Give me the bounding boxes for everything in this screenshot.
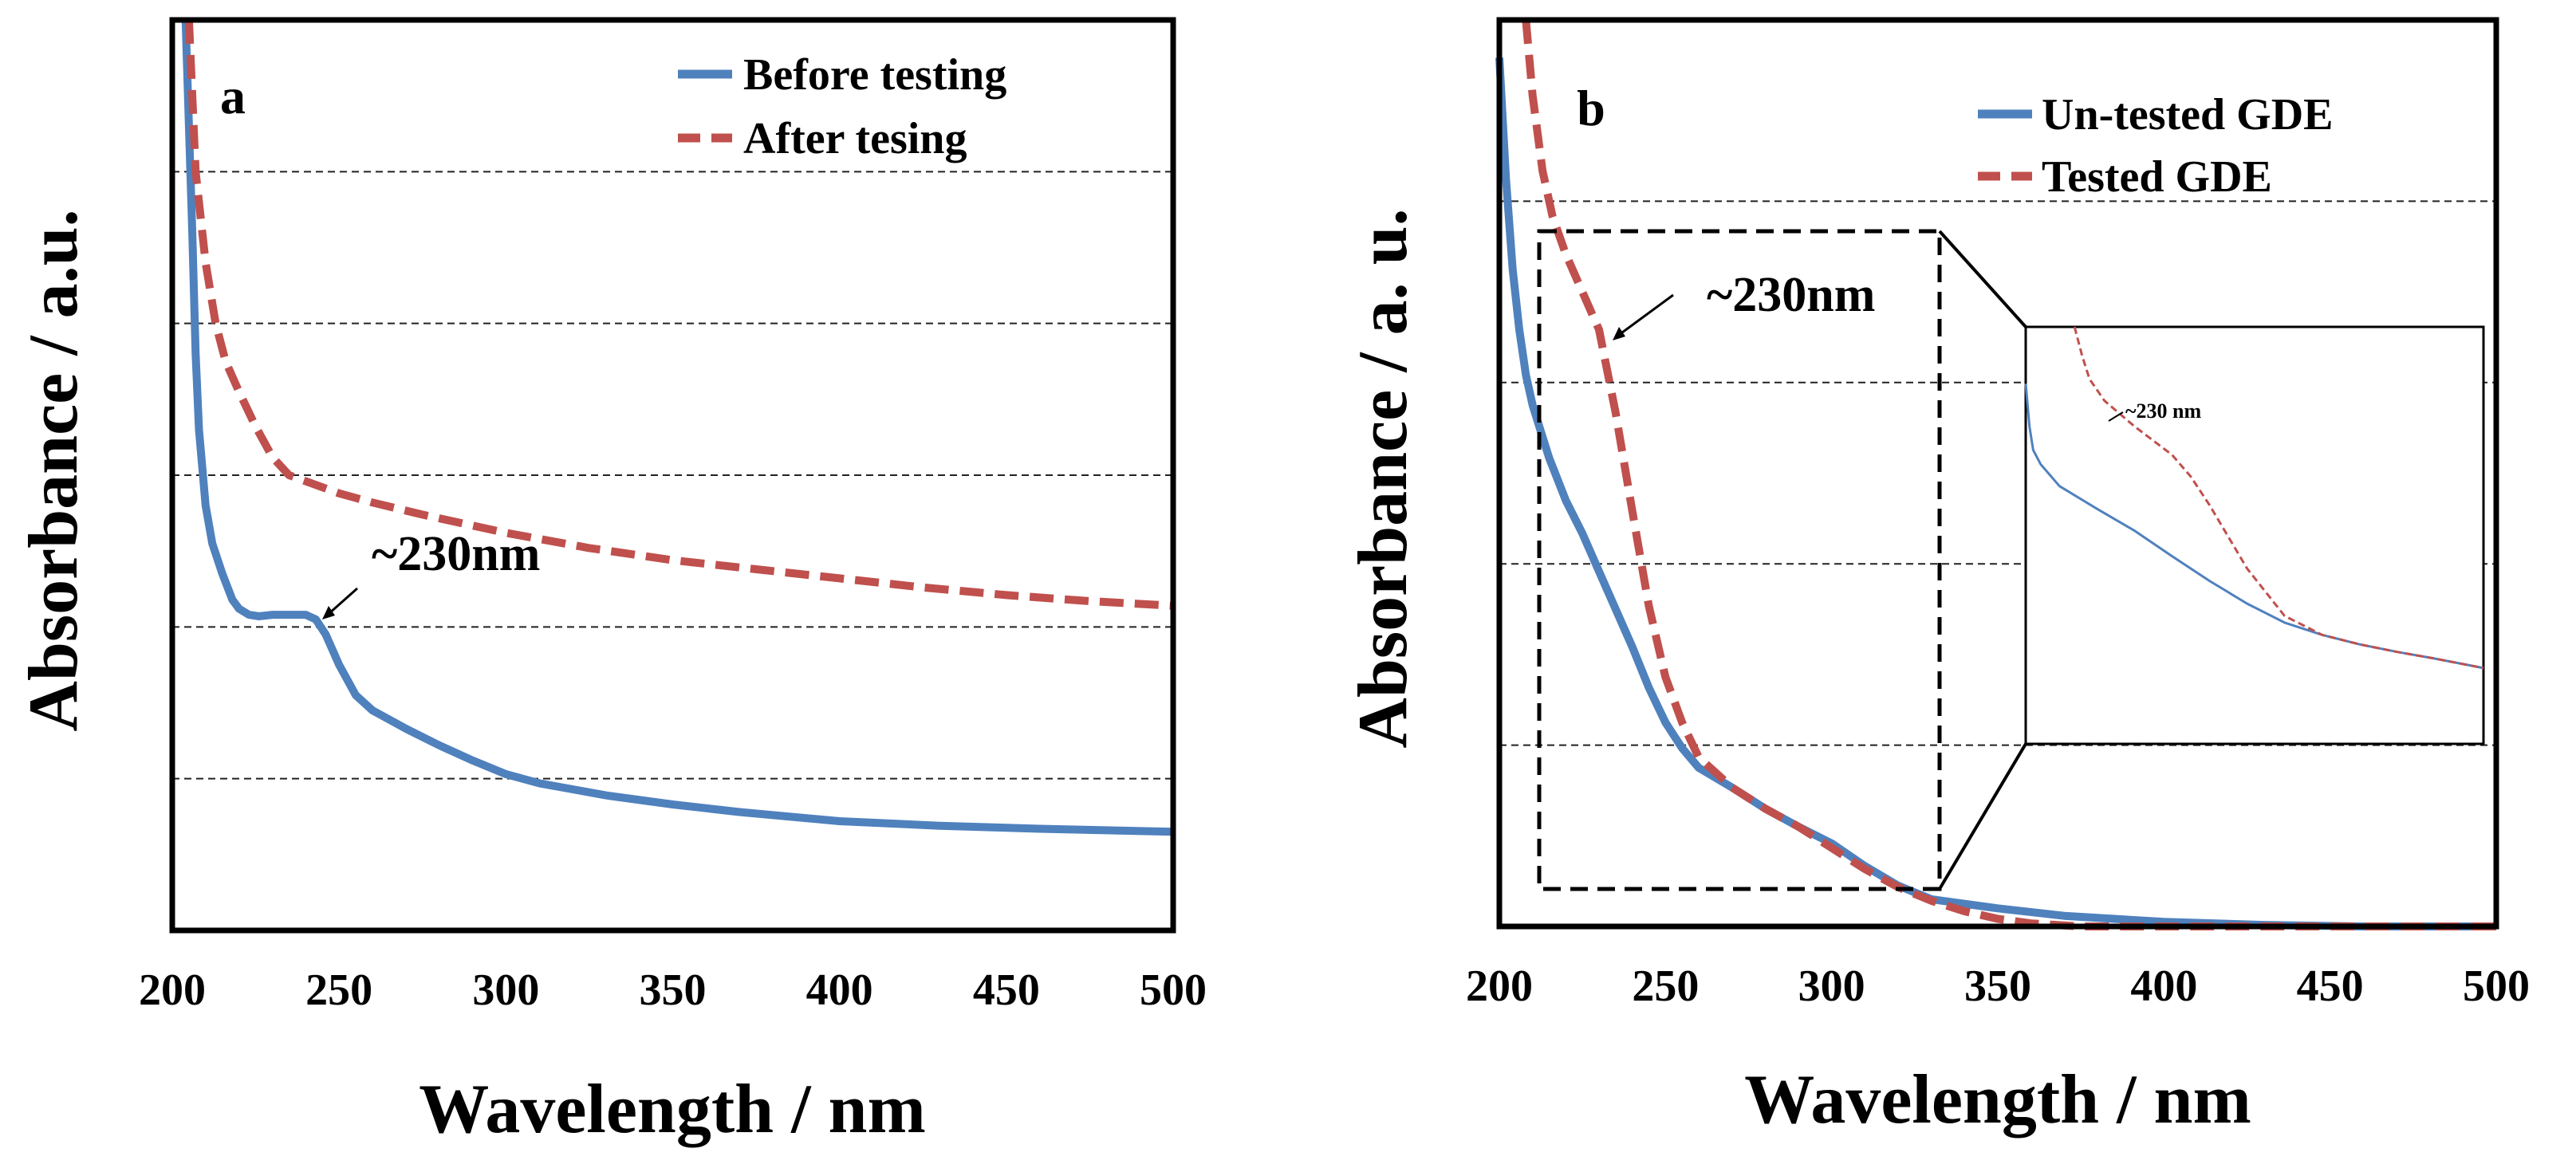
annotation-230nm-a: ~230nm bbox=[372, 527, 540, 581]
panel-b-label: b bbox=[1577, 80, 1605, 136]
x-tick-label: 500 bbox=[2463, 962, 2530, 1011]
panel-b: 200 250 300 350 400 450 500 b Wavelength / nm … bbox=[1345, 20, 2530, 1139]
annotation-230nm-b: ~230nm bbox=[1707, 268, 1875, 322]
x-tick-label: 200 bbox=[1466, 962, 1533, 1011]
panel-a-x-axis-title: Wavelength / nm bbox=[419, 1071, 926, 1148]
legend-label-after-tesing: After tesing bbox=[743, 114, 967, 163]
series-line-after-tesing bbox=[189, 20, 1173, 606]
x-tick-label: 350 bbox=[640, 966, 707, 1015]
panel-a-y-axis-title: Absorbance / a.u. bbox=[15, 209, 93, 731]
x-tick-label: 350 bbox=[1964, 962, 2031, 1011]
panel-b-x-axis-title: Wavelength / nm bbox=[1744, 1061, 2251, 1139]
panel-b-y-axis-title: Absorbance / a. u. bbox=[1345, 208, 1422, 748]
x-tick-label: 400 bbox=[2130, 962, 2197, 1011]
x-tick-label: 450 bbox=[2297, 962, 2364, 1011]
panel-a-annotation: ~230nm bbox=[322, 527, 540, 619]
x-tick-label: 450 bbox=[973, 966, 1040, 1015]
annotation-arrowhead-b bbox=[1613, 327, 1625, 340]
legend-label-before-testing: Before testing bbox=[743, 50, 1006, 100]
panel-b-annotation: ~230nm bbox=[1613, 268, 1875, 340]
annotation-arrowhead-a bbox=[322, 606, 335, 619]
zoom-region bbox=[1539, 231, 2026, 889]
x-tick-label: 300 bbox=[472, 966, 539, 1015]
x-tick-label: 400 bbox=[806, 966, 873, 1015]
annotation-arrow-b bbox=[1619, 295, 1673, 335]
zoom-connector-top bbox=[1940, 231, 2026, 327]
panel-a-legend: Before testing After tesing bbox=[678, 50, 1006, 163]
panel-a-label: a bbox=[220, 68, 246, 124]
x-tick-label: 250 bbox=[305, 966, 372, 1015]
figure: 200 250 300 350 400 450 500 a Wavelength / nm … bbox=[0, 0, 2576, 1172]
panel-a-gridlines bbox=[172, 171, 1173, 778]
inset-annotation-230nm: ~230 nm bbox=[2125, 399, 2201, 423]
x-tick-label: 200 bbox=[139, 966, 206, 1015]
inset-zoom-plot: ~230 nm bbox=[2026, 327, 2483, 744]
panel-a: 200 250 300 350 400 450 500 a Wavelength / nm … bbox=[15, 20, 1207, 1148]
panel-b-x-tick-labels: 200 250 300 350 400 450 500 bbox=[1466, 962, 2530, 1011]
x-tick-label: 300 bbox=[1798, 962, 1865, 1011]
panel-b-legend: Un-tested GDE Tested GDE bbox=[1978, 90, 2334, 202]
panel-a-x-tick-labels: 200 250 300 350 400 450 500 bbox=[139, 966, 1207, 1015]
annotation-arrow-a bbox=[329, 588, 357, 614]
x-tick-label: 250 bbox=[1632, 962, 1699, 1011]
legend-label-un-tested-gde: Un-tested GDE bbox=[2042, 90, 2334, 140]
zoom-connector-bottom bbox=[1940, 744, 2026, 889]
inset-frame bbox=[2026, 327, 2483, 744]
x-tick-label: 500 bbox=[1140, 966, 1207, 1015]
legend-label-tested-gde: Tested GDE bbox=[2042, 152, 2272, 202]
